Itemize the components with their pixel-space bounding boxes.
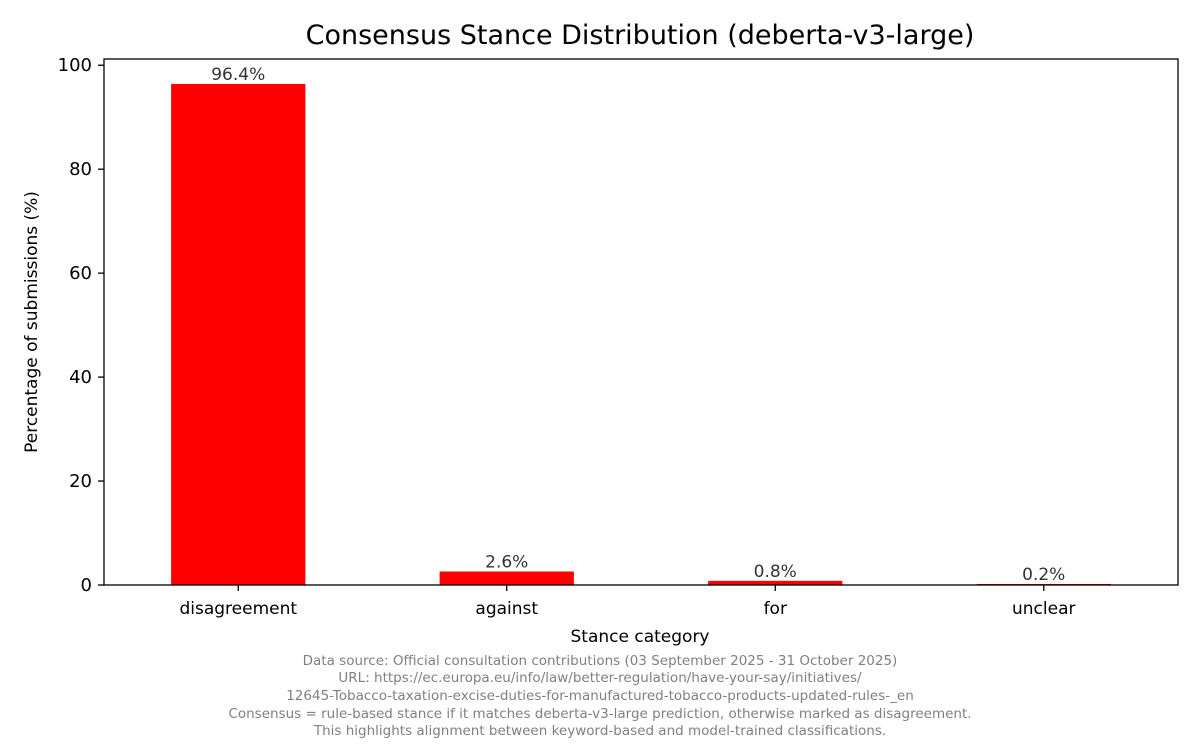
y-tick-label: 20 — [69, 471, 92, 492]
y-tick-label: 100 — [58, 55, 92, 76]
y-axis-label: Percentage of submissions (%) — [22, 191, 42, 453]
y-axis-ticks: 0 20 40 60 80 100 — [58, 55, 104, 596]
chart-title: Consensus Stance Distribution (deberta-v… — [306, 20, 975, 51]
caption-line-url: URL: https://ec.europa.eu/info/law/bette… — [338, 670, 862, 686]
bars — [171, 83, 1111, 586]
data-label-against: 2.6% — [485, 552, 528, 572]
y-tick-label: 60 — [69, 263, 92, 284]
x-axis-label: Stance category — [571, 627, 710, 647]
data-label-for: 0.8% — [754, 562, 797, 582]
plot-frame — [103, 58, 1179, 586]
x-tick-label-unclear: unclear — [1012, 599, 1075, 619]
caption-line-note: This highlights alignment between keywor… — [313, 723, 887, 739]
x-axis-categories: disagreement against for unclear — [179, 585, 1076, 619]
data-labels: 96.4% 2.6% 0.8% 0.2% — [211, 65, 1065, 585]
x-tick-label-for: for — [764, 599, 787, 619]
data-label-unclear: 0.2% — [1022, 565, 1065, 585]
bar-disagreement — [171, 83, 306, 586]
y-tick-label: 0 — [81, 575, 92, 596]
y-tick-label: 40 — [69, 367, 92, 388]
x-tick-label-against: against — [475, 599, 538, 619]
caption-line-source: Data source: Official consultation contr… — [302, 653, 898, 669]
caption-line-url-continued: 12645-Tobacco-taxation-excise-duties-for… — [286, 688, 914, 704]
bar-against — [439, 571, 574, 585]
data-label-disagreement: 96.4% — [211, 65, 265, 85]
bar-for — [708, 580, 843, 585]
caption-line-consensus: Consensus = rule-based stance if it matc… — [228, 706, 972, 722]
x-tick-label-disagreement: disagreement — [179, 599, 297, 619]
y-tick-label: 80 — [69, 159, 92, 180]
